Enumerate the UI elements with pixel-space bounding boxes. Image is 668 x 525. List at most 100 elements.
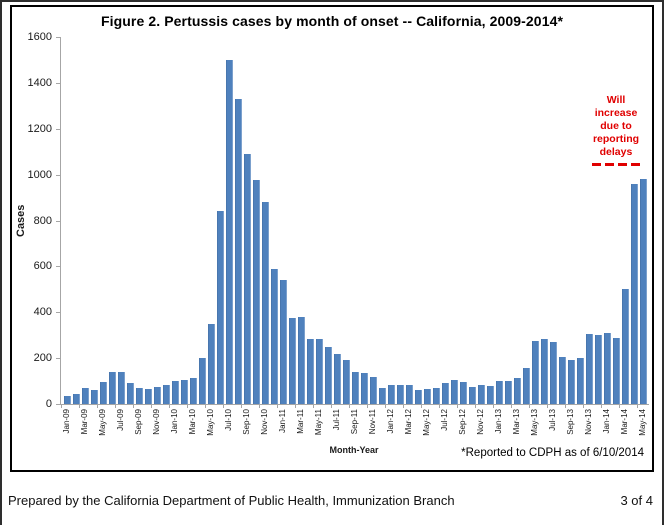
bar-Sep-09 [136, 387, 143, 404]
bar-slot [135, 37, 144, 404]
x-tick-label: May-11 [313, 409, 323, 436]
x-tick-label: Nov-10 [259, 409, 269, 435]
bar-slot [360, 37, 369, 404]
x-tick-label: Jul-11 [331, 409, 341, 431]
bar-Jul-11 [334, 353, 341, 404]
bar-slot [603, 37, 612, 404]
y-tick-mark [56, 404, 60, 405]
bar-Jan-14 [604, 332, 611, 404]
y-axis: 0 200 400 600 800 1000 1200 1400 1600 [12, 31, 60, 410]
bar-Jan-10 [172, 381, 179, 404]
bar-Mar-10 [190, 377, 197, 404]
bar-slot [585, 37, 594, 404]
bar-Nov-10 [262, 202, 269, 404]
bar-Jun-11 [325, 346, 332, 404]
bar-Mar-11 [298, 316, 305, 404]
bar-slot [441, 37, 450, 404]
bar-slot [594, 37, 603, 404]
bar-Nov-11 [370, 376, 377, 404]
x-tick: May-10 [205, 404, 215, 444]
bar-Sep-13 [568, 360, 575, 404]
bar-slot [369, 37, 378, 404]
bar-Oct-09 [145, 389, 152, 404]
bar-Jun-09 [109, 371, 116, 404]
plot-area: Will increase due to reporting delays [60, 37, 649, 405]
bar-Dec-09 [163, 384, 170, 404]
y-tick-label: 1000 [27, 168, 52, 181]
bar-slot [108, 37, 117, 404]
bar-Apr-13 [523, 368, 530, 404]
bar-slot [504, 37, 513, 404]
bar-Jun-10 [217, 211, 224, 404]
x-tick [395, 406, 404, 444]
x-tick-label: Sep-13 [565, 409, 575, 435]
bar-slot [342, 37, 351, 404]
bar-slot [297, 37, 306, 404]
bar-Sep-11 [352, 371, 359, 404]
x-tick-label: Mar-10 [187, 409, 197, 435]
x-tick-label: May-12 [421, 409, 431, 436]
page-number: 3 of 4 [620, 493, 653, 508]
bar-Jan-13 [496, 381, 503, 404]
bar-Apr-12 [415, 390, 422, 404]
bar-Jan-11 [280, 280, 287, 404]
bar-Apr-11 [307, 338, 314, 404]
x-tick [341, 406, 350, 444]
bar-slot [171, 37, 180, 404]
x-tick: Sep-12 [457, 404, 467, 444]
x-tick-label: Nov-13 [583, 409, 593, 435]
x-tick: Sep-10 [241, 404, 251, 444]
x-tick [377, 406, 386, 444]
x-tick [539, 406, 548, 444]
bar-slot [423, 37, 432, 404]
bar-slot [378, 37, 387, 404]
bar-slot [522, 37, 531, 404]
x-tick [575, 406, 584, 444]
bar-slot [540, 37, 549, 404]
x-tick-label: Jul-12 [439, 409, 449, 431]
x-tick: Jan-14 [601, 404, 611, 444]
x-tick [71, 406, 80, 444]
x-tick: Jul-09 [115, 404, 125, 444]
bar-Jul-09 [118, 371, 125, 404]
y-tick-label: 1600 [27, 31, 52, 43]
x-tick: Jan-13 [493, 404, 503, 444]
bar-slot [72, 37, 81, 404]
bar-slot [63, 37, 72, 404]
bar-slot [558, 37, 567, 404]
x-tick: Jul-10 [223, 404, 233, 444]
x-tick [413, 406, 422, 444]
y-tick-mark [56, 174, 60, 176]
bar-Dec-13 [595, 335, 602, 404]
bar-slot [117, 37, 126, 404]
y-tick-mark [56, 220, 60, 222]
x-tick-label: Jul-09 [115, 409, 125, 431]
y-tick-mark [56, 312, 60, 314]
x-tick: Jul-11 [331, 404, 341, 444]
bar-Jul-12 [442, 383, 449, 404]
x-tick: May-09 [97, 404, 107, 444]
annotation-reporting-delays: Will increase due to reporting delays [577, 94, 655, 166]
y-tick-mark [56, 266, 60, 268]
x-tick-label: Sep-11 [349, 409, 359, 435]
x-tick [89, 406, 98, 444]
bar-slot [387, 37, 396, 404]
bar-Jan-09 [64, 396, 71, 404]
bar-Sep-12 [460, 382, 467, 404]
bar-slot [243, 37, 252, 404]
bar-slot [468, 37, 477, 404]
bar-slot [414, 37, 423, 404]
bar-slot [261, 37, 270, 404]
bar-slot [630, 37, 639, 404]
annotation-line: due to [600, 120, 632, 132]
chart-title: Figure 2. Pertussis cases by month of on… [100, 13, 564, 29]
bar-slot [225, 37, 234, 404]
bar-Apr-14 [631, 183, 638, 404]
bar-May-09 [100, 382, 107, 404]
bar-Nov-13 [586, 334, 593, 404]
x-tick [143, 406, 152, 444]
bar-slot [306, 37, 315, 404]
bar-slot [621, 37, 630, 404]
bar-slot [207, 37, 216, 404]
